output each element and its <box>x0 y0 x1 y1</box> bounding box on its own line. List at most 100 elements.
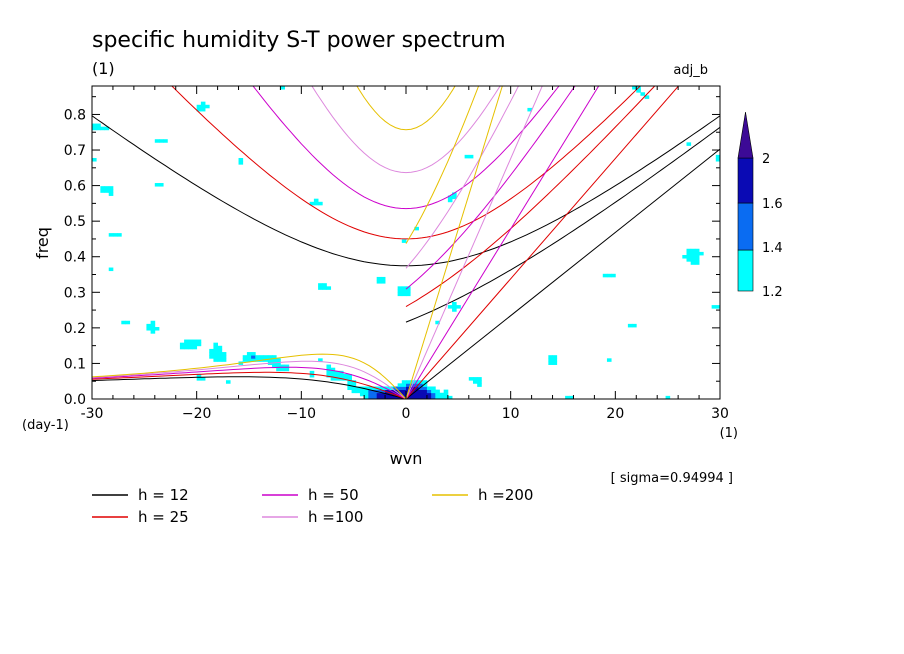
spectrum-cell <box>418 389 424 394</box>
spectrum-cell <box>351 383 357 387</box>
spectrum-cell <box>188 345 193 350</box>
spectrum-cell <box>326 286 332 290</box>
spectrum-cell <box>406 383 411 387</box>
spectrum-cell <box>213 358 218 362</box>
spectrum-cell <box>108 267 114 272</box>
spectrum-cell <box>548 355 553 359</box>
spectrum-cell <box>326 373 332 378</box>
y-tick-label: 0.6 <box>64 179 86 195</box>
rossby-wave-curve <box>92 360 407 399</box>
inertia-gravity-curve <box>356 86 456 131</box>
spectrum-cell <box>715 305 720 309</box>
spectrum-cell <box>347 377 352 381</box>
legend-label: h = 12 <box>138 486 189 504</box>
spectrum-cell <box>414 386 419 391</box>
spectrum-cell <box>351 389 357 394</box>
spectrum-cell <box>217 348 223 353</box>
spectrum-cell <box>355 389 361 394</box>
spectrum-cell <box>452 308 457 312</box>
x-axis-ticks: -30 −20 −10 0 10 20 30 <box>81 86 729 422</box>
spectrum-cell <box>569 395 574 399</box>
spectrum-cell <box>209 355 214 359</box>
spectrum-cell <box>209 352 214 356</box>
y-tick-label: 0.1 <box>64 356 86 372</box>
spectrum-cell <box>372 386 378 391</box>
spectrum-cell <box>251 352 256 356</box>
spectrum-cell <box>318 283 323 287</box>
spectrum-cell <box>552 358 558 362</box>
spectrum-cell <box>414 395 419 399</box>
spectrum-cell <box>108 192 114 196</box>
spectrum-cell <box>686 255 692 259</box>
spectrum-cell <box>380 395 386 399</box>
inertia-gravity-curve <box>311 86 501 174</box>
y-tick-label: 0.2 <box>64 321 86 337</box>
spectrum-cell <box>376 280 382 284</box>
spectrum-cell <box>330 377 336 381</box>
spectrum-cell <box>225 380 231 384</box>
spectrum-cell <box>192 339 198 344</box>
spectrum-cell <box>443 395 449 399</box>
colorbar: 1.2 1.4 1.6 2 <box>737 111 783 300</box>
spectrum-cell <box>636 89 641 93</box>
colorbar-swatch <box>737 157 754 204</box>
rossby-wave-curve <box>92 376 407 399</box>
spectrum-cell <box>108 233 114 237</box>
spectrum-cell <box>385 389 390 394</box>
kelvin-wave-curve <box>405 86 600 399</box>
spectrum-cell <box>251 355 256 359</box>
spectrum-cell <box>318 358 323 362</box>
spectrum-cell <box>665 395 671 399</box>
spectrum-cell <box>347 380 352 384</box>
spectrum-cell <box>246 355 252 359</box>
spectrum-cell <box>464 154 470 159</box>
legend-label: h =200 <box>478 486 533 504</box>
kelvin-wave-curve <box>405 86 503 399</box>
spectrum-cell <box>447 198 453 203</box>
colorbar-extend-triangle <box>737 111 754 159</box>
spectrum-cell <box>200 104 206 109</box>
spectrum-cell <box>280 367 285 372</box>
spectrum-cell <box>401 380 407 384</box>
spectrum-cell <box>217 345 223 350</box>
spectrum-cell <box>117 233 122 237</box>
spectrum-cell <box>255 355 260 359</box>
spectrum-cell <box>150 320 156 325</box>
spectrum-cell <box>322 286 327 290</box>
spectrum-cell <box>431 389 436 394</box>
spectrum-cell <box>447 395 453 399</box>
spectrum-cell <box>477 377 482 381</box>
spectrum-cell <box>158 183 164 187</box>
spectrum-cell <box>246 358 252 362</box>
spectrum-cell <box>205 104 210 109</box>
spectrum-cell <box>385 386 390 391</box>
spectrum-cell <box>640 92 646 96</box>
spectrum-cell <box>364 395 369 399</box>
spectrum-cell <box>272 364 277 369</box>
spectrum-cell <box>548 358 553 362</box>
spectrum-cell <box>184 345 189 350</box>
spectrum-cell <box>376 386 382 391</box>
spectrum-cell <box>426 386 432 391</box>
spectrum-cell <box>213 345 218 350</box>
spectrum-cell <box>92 126 97 131</box>
spectrum-cell <box>397 383 403 387</box>
spectrum-cell <box>431 392 436 397</box>
spectrum-cell <box>284 367 290 372</box>
spectrum-cell <box>196 339 202 344</box>
spectrum-cell <box>179 345 185 350</box>
spectrum-cell <box>343 377 348 381</box>
x-unit-label: (1) <box>720 426 738 441</box>
spectrum-cell <box>410 395 415 399</box>
spectrum-cell <box>104 186 110 190</box>
spectrum-cell <box>276 361 281 365</box>
spectrum-cell <box>422 392 428 397</box>
spectrum-cell <box>184 342 189 347</box>
spectrum-cell <box>694 251 700 256</box>
x-tick-label: -30 <box>81 406 104 422</box>
spectrum-cell <box>96 126 101 131</box>
spectrum-cell <box>401 289 407 293</box>
spectrum-cell <box>146 327 152 331</box>
spectrum-cell <box>468 377 474 381</box>
